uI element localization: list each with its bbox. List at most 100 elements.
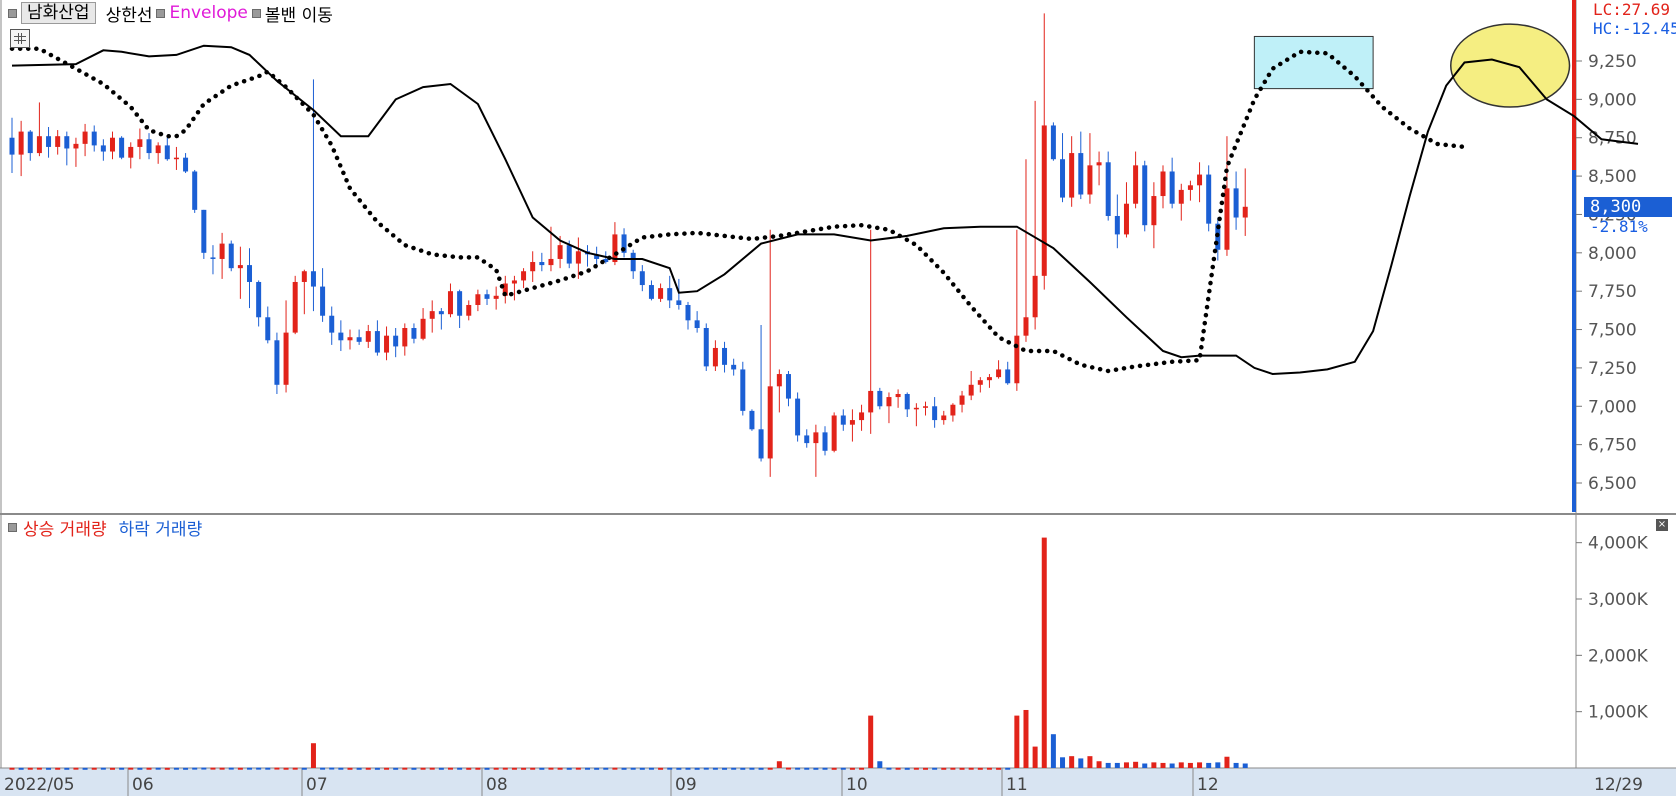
candle-body <box>959 395 965 405</box>
candle-body <box>594 254 600 259</box>
volume-bar <box>374 767 380 770</box>
candle-body <box>320 286 326 316</box>
candle-body <box>840 415 846 425</box>
volume-bar <box>64 767 70 770</box>
candle-body <box>384 335 390 353</box>
volume-bar <box>712 767 718 770</box>
hc-range-bar <box>1572 170 1576 512</box>
volume-bar <box>447 767 453 770</box>
volume-bar <box>173 767 179 770</box>
volume-bar <box>831 767 837 770</box>
volume-bar <box>950 767 956 770</box>
volume-tick-label: 2,000K <box>1588 646 1649 666</box>
volume-bar <box>137 767 143 770</box>
volume-bar <box>676 767 682 770</box>
volume-bar <box>164 767 170 770</box>
date-label: 2022/05 <box>4 775 75 795</box>
candle-body <box>694 320 700 329</box>
volume-bar <box>46 767 52 770</box>
highlight-ellipse <box>1450 23 1571 108</box>
volume-bar <box>320 767 326 770</box>
candle-body <box>1123 203 1129 235</box>
candle-body <box>986 377 992 381</box>
volume-bar <box>329 767 335 770</box>
volume-bar <box>292 767 298 770</box>
candle-body <box>941 415 947 421</box>
price-tick-label: 9,250 <box>1588 52 1637 72</box>
volume-bar <box>1151 762 1157 768</box>
upper-line-label[interactable]: 상한선 <box>105 5 153 26</box>
envelope-label[interactable]: Envelope <box>169 3 248 23</box>
candle-body <box>676 300 682 305</box>
candle-body <box>247 265 253 282</box>
down-volume-label[interactable]: 하락 거래량 <box>118 519 203 540</box>
volume-bar <box>1087 756 1093 768</box>
volume-bar <box>648 767 654 770</box>
candle-body <box>36 136 42 154</box>
candle-body <box>1032 275 1038 318</box>
volume-bar <box>384 767 390 770</box>
volume-bar <box>868 715 874 768</box>
candle-body <box>146 139 152 154</box>
candle-body <box>877 390 883 407</box>
legend-square-icon[interactable] <box>8 522 17 532</box>
candle-body <box>785 374 791 399</box>
date-label: 06 <box>132 775 154 795</box>
candle-body <box>18 131 24 155</box>
volume-tick-label: 4,000K <box>1588 534 1649 554</box>
volume-bar <box>356 767 362 770</box>
date-label: 07 <box>306 775 328 795</box>
date-label: 08 <box>486 775 508 795</box>
candle-body <box>27 131 33 154</box>
candle-body <box>530 262 536 272</box>
stock-name-button[interactable]: 남화산업 <box>21 2 96 24</box>
volume-bar <box>1060 757 1066 768</box>
volume-bar <box>82 767 88 770</box>
volume-bar <box>18 767 24 770</box>
date-label: 12/29 <box>1594 775 1643 795</box>
candle-body <box>347 337 353 341</box>
volume-bar <box>566 767 572 770</box>
legend-square-icon[interactable] <box>8 8 17 18</box>
volume-bar <box>685 767 691 770</box>
volume-bar <box>795 767 801 770</box>
bollinger-move-label[interactable]: 볼밴 이동 <box>264 5 333 26</box>
volume-bar <box>27 767 33 770</box>
candle-body <box>804 435 810 444</box>
price-tick-label: 7,500 <box>1588 321 1637 341</box>
price-tick-label: 9,000 <box>1588 90 1637 110</box>
close-icon[interactable]: × <box>1656 519 1668 531</box>
grid-table-icon[interactable] <box>10 29 30 48</box>
volume-bar <box>986 767 992 770</box>
candle-body <box>100 145 106 152</box>
legend-square-icon[interactable] <box>251 8 261 18</box>
candle-body <box>859 412 865 421</box>
candle-body <box>457 291 463 316</box>
candle-body <box>393 335 399 347</box>
up-volume-label[interactable]: 상승 거래량 <box>23 519 107 540</box>
volume-bar <box>36 767 42 770</box>
legend-square-icon[interactable] <box>156 8 166 18</box>
candle-body <box>1224 188 1230 250</box>
volume-bar <box>1105 762 1111 768</box>
volume-bar <box>411 767 417 770</box>
volume-bar <box>813 767 819 770</box>
volume-bar <box>886 767 892 770</box>
candle-body <box>767 386 773 459</box>
volume-bar <box>959 767 965 770</box>
candle-body <box>192 171 198 210</box>
volume-bar <box>100 767 106 770</box>
date-label: 10 <box>846 775 868 795</box>
volume-bar <box>1224 756 1230 768</box>
volume-bar <box>420 767 426 770</box>
candle-body <box>237 265 243 269</box>
candle-body <box>301 271 307 282</box>
volume-bar <box>484 767 490 770</box>
candle-body <box>1133 165 1139 204</box>
volume-tick-label: 1,000K <box>1588 703 1649 723</box>
volume-bar <box>904 767 910 770</box>
candle-body <box>155 145 161 154</box>
highlight-box <box>1253 35 1374 90</box>
